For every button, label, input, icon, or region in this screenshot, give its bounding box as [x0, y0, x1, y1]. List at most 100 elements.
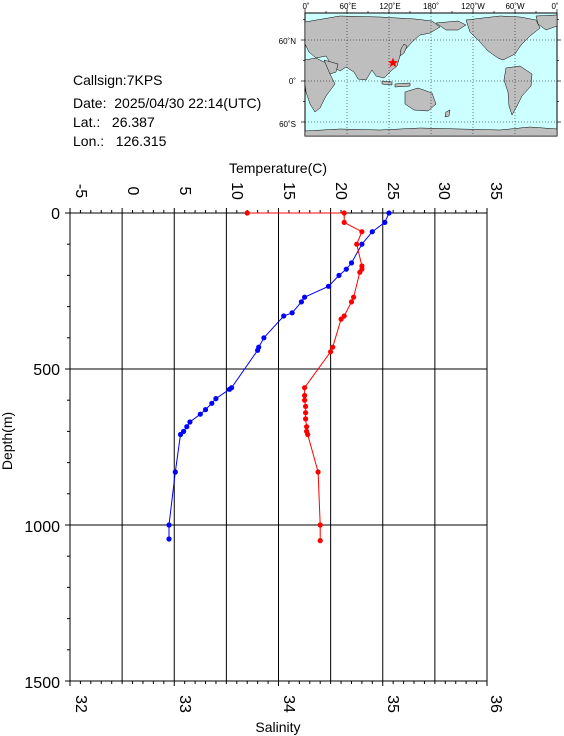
temperature-point [184, 424, 190, 430]
temperature-point [289, 310, 295, 316]
salinity-tick-label: 36 [487, 695, 504, 713]
salinity-point [315, 469, 321, 475]
salinity-axis-title: Salinity [255, 719, 300, 735]
longitude-text: Lon.: 126.315 [73, 133, 167, 149]
salinity-point [341, 219, 347, 225]
salinity-tick-label: 32 [72, 695, 89, 713]
temperature-point [298, 299, 304, 305]
temperature-point [177, 431, 184, 438]
temperature-point [343, 266, 349, 272]
temperature-point [336, 272, 342, 278]
salinity-point [328, 349, 334, 355]
salinity-tick-label: 34 [280, 695, 297, 713]
map-lat-label: 0˚ [289, 77, 296, 86]
temperature-point [166, 536, 172, 542]
temperature-tick-label: 0 [124, 187, 141, 196]
salinity-tick-label: 33 [176, 695, 193, 713]
newzealand-shape [444, 109, 451, 118]
map-land [304, 14, 558, 137]
alaska-shape [435, 20, 467, 31]
map-lat-label: 60˚N [279, 37, 297, 46]
africa-shape [304, 57, 336, 113]
salinity-point [354, 241, 360, 247]
temperature-point [382, 219, 388, 225]
salinity-point [303, 410, 309, 416]
salinity-point [303, 403, 309, 409]
temperature-point [386, 210, 392, 216]
temperature-tick-label: 15 [280, 182, 297, 200]
salinity-point [317, 538, 323, 544]
salinity-point [304, 424, 310, 430]
temperature-tick-label: -5 [72, 184, 89, 198]
latitude-text: Lat.: 26.387 [73, 114, 155, 130]
temperature-point [359, 241, 365, 247]
map-lon-label: 120˚E [379, 2, 400, 11]
temperature-point [166, 522, 172, 528]
salinity-point [330, 344, 336, 350]
map-graticule [305, 13, 557, 136]
arabia-shape [323, 59, 339, 75]
australia-shape [404, 87, 437, 112]
plot-grid [70, 213, 487, 681]
greenland-shape [535, 14, 558, 31]
depth-tick-label: 500 [33, 362, 60, 379]
temperature-point [202, 407, 209, 413]
temperature-point [213, 396, 219, 402]
salinity-point [303, 416, 309, 422]
temperature-point [197, 411, 203, 417]
salinity-point [302, 397, 308, 403]
temperature-tick-label: 30 [435, 182, 452, 200]
temperature-tick-label: 5 [176, 187, 193, 196]
temperature-point [209, 400, 215, 406]
temperature-point [255, 347, 261, 353]
depth-tick-label: 1500 [24, 675, 60, 692]
south-america-shape [503, 65, 533, 116]
depth-tick-label: 1000 [24, 519, 60, 536]
temperature-point [261, 335, 267, 341]
salinity-point [244, 210, 250, 216]
series-layer [166, 210, 392, 544]
map-lon-label: 0˚ [551, 2, 558, 11]
temperature-axis-title: Temperature(C) [229, 160, 327, 176]
salinity-point [317, 522, 323, 528]
salinity-point [359, 229, 365, 235]
salinity-point [305, 431, 311, 438]
temperature-point [302, 294, 308, 300]
map-ticks [301, 9, 561, 123]
depth-tick-label: 0 [51, 206, 60, 223]
salinity-point [341, 210, 347, 216]
location-map: 0˚ 60˚E 120˚E 180˚ 120˚W 60˚W 0˚ 60˚N 0˚… [279, 2, 561, 137]
temperature-point [281, 313, 287, 319]
japan-shape [399, 43, 408, 57]
north-america-shape [465, 15, 541, 61]
temperature-point [325, 283, 332, 289]
map-lon-label: 0˚ [302, 2, 309, 11]
salinity-point [302, 392, 308, 399]
temperature-point [369, 229, 375, 235]
map-lon-label: 60˚E [340, 2, 357, 11]
antarctica-shape [304, 126, 558, 137]
plot-ticks [65, 208, 488, 686]
map-lon-label: 60˚W [505, 2, 525, 11]
date-text: Date: 2025/04/30 22:14(UTC) [73, 95, 262, 111]
salinity-line [247, 212, 363, 541]
salinity-point [357, 269, 363, 275]
temperature-point [348, 260, 355, 266]
salinity-point [338, 316, 344, 322]
salinity-tick-label: 35 [384, 695, 401, 713]
salinity-point [351, 294, 357, 300]
profile-chart: -5 0 5 10 15 20 25 30 35 Temperature(C) … [0, 160, 504, 735]
temperature-point [187, 419, 193, 425]
temperature-tick-label: 20 [332, 182, 349, 200]
temperature-tick-label: 35 [487, 182, 504, 200]
temperature-tick-label: 25 [384, 182, 401, 200]
salinity-point [302, 385, 308, 391]
map-lat-label: 60˚S [279, 120, 296, 129]
callsign-text: Callsign:7KPS [73, 72, 163, 88]
temperature-tick-labels: -5 0 5 10 15 20 25 30 35 [72, 182, 504, 200]
temperature-tick-label: 10 [228, 182, 245, 200]
eurasia-shape [304, 15, 441, 81]
temperature-point [226, 386, 233, 392]
salinity-point [348, 299, 355, 305]
